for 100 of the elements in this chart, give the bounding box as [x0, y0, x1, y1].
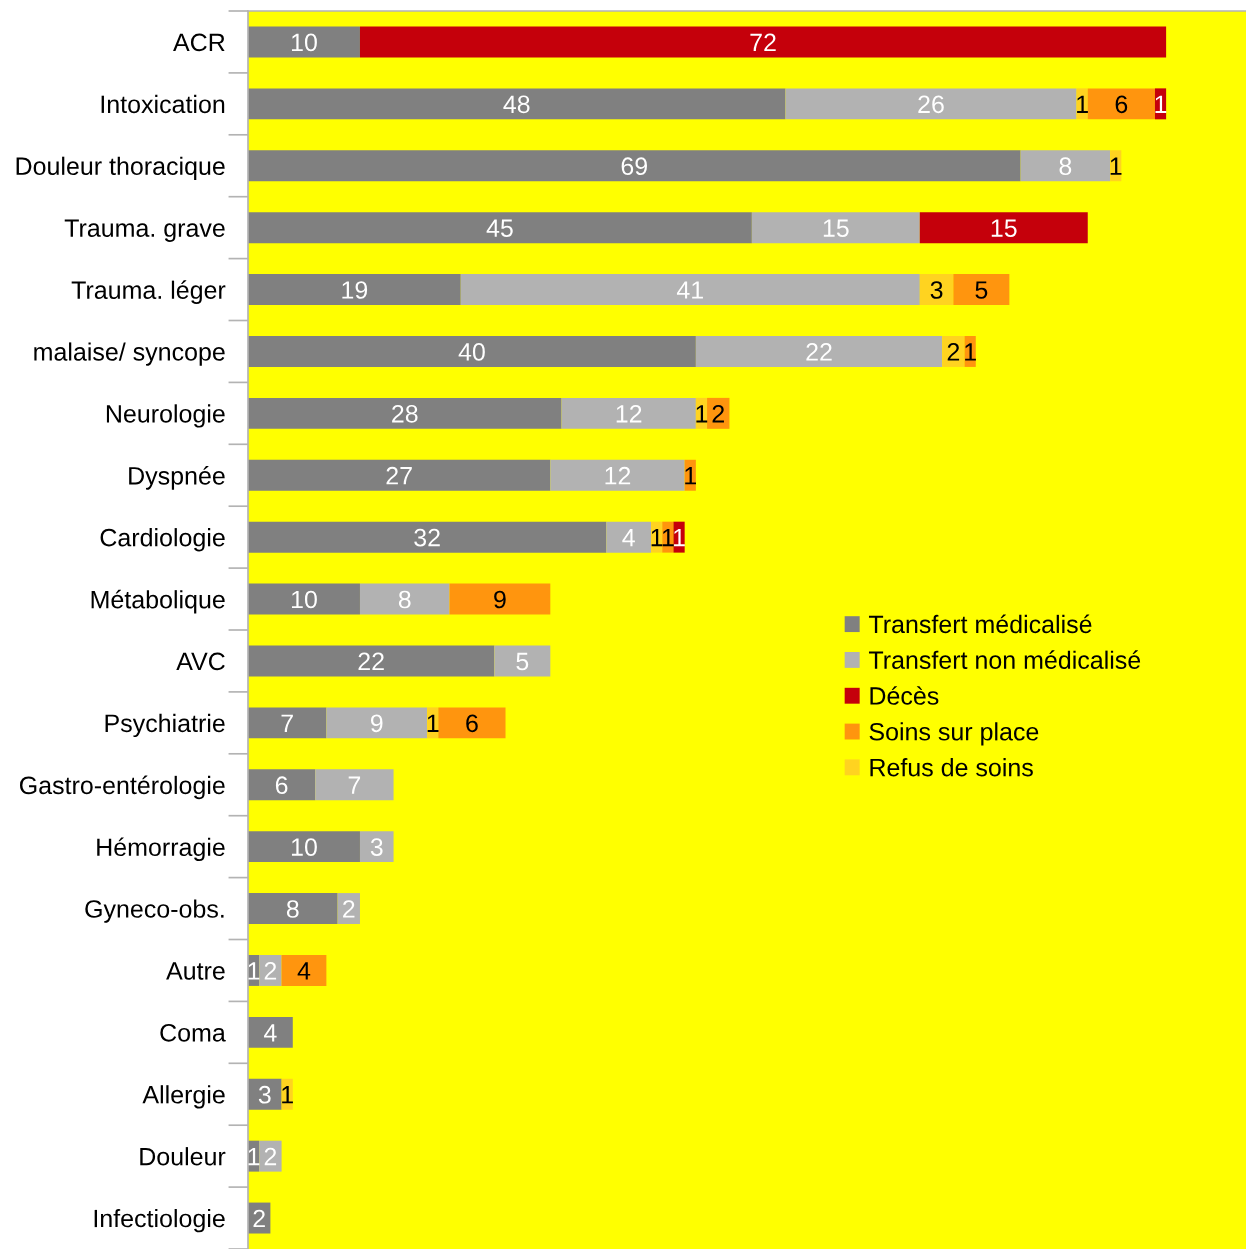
bar [550, 459, 685, 491]
data-label: 72 [750, 33, 776, 52]
data-label: 5 [516, 652, 529, 671]
bar [248, 212, 752, 244]
legend-label: Transfert non médicalisé [868, 650, 1141, 669]
bar [1020, 150, 1111, 182]
bar [248, 521, 607, 553]
bar [494, 645, 551, 677]
bar [248, 335, 696, 367]
bar [259, 954, 282, 986]
bar [438, 707, 506, 739]
y-tick-label: Trauma. grave [64, 219, 225, 242]
data-label: 1 [662, 529, 674, 547]
legend-label: Soins sur place [869, 722, 1039, 746]
data-label: 1 [248, 1148, 260, 1166]
bar [248, 459, 551, 491]
bar [942, 335, 965, 367]
bar [248, 645, 495, 677]
bar [259, 1140, 282, 1172]
legend-label: Refus de soins [870, 758, 1033, 777]
data-label: 12 [616, 404, 642, 423]
data-label: 40 [458, 343, 485, 361]
data-label: 2 [253, 1209, 265, 1228]
bar [281, 954, 327, 986]
bar [248, 1078, 282, 1110]
y-tick-label: Gastro-entérologie [20, 775, 225, 800]
data-label: 1 [674, 529, 685, 547]
data-label: 2 [947, 343, 960, 361]
data-label: 6 [1115, 95, 1128, 114]
data-label: 1 [1110, 157, 1122, 175]
data-label: 22 [806, 343, 832, 361]
y-tick-label: Psychiatrie [105, 713, 225, 738]
bar [326, 707, 428, 739]
bar [248, 397, 562, 429]
data-label: 1 [248, 962, 260, 980]
bar [953, 274, 1010, 306]
bar [248, 831, 360, 863]
y-tick-label: Cardiologie [100, 528, 225, 552]
bar [248, 1016, 293, 1048]
data-label: 45 [486, 219, 513, 237]
y-tick-label: Trauma. léger [71, 280, 226, 304]
data-label: 1 [965, 343, 976, 361]
y-tick-label: Dyspnée [129, 466, 225, 490]
data-label: 8 [286, 900, 299, 918]
data-label: 2 [264, 962, 277, 980]
y-tick-label: Coma [160, 1023, 226, 1042]
bar [248, 274, 461, 306]
bar [785, 88, 1077, 120]
bar [561, 397, 696, 429]
bar [315, 769, 394, 801]
y-tick-label: Métabolique [91, 589, 225, 614]
bar [359, 583, 450, 615]
data-label: 1 [282, 1086, 293, 1104]
data-label: 22 [358, 652, 384, 671]
data-label: 6 [466, 714, 478, 733]
data-label: 4 [264, 1024, 277, 1042]
y-tick-label: Douleur thoracique [16, 156, 225, 180]
bar [359, 831, 394, 863]
data-label: 48 [503, 95, 530, 114]
y-tick-label: Gyneco-obs. [85, 899, 224, 923]
bar [248, 707, 327, 739]
bar [919, 212, 1088, 244]
bar [460, 274, 920, 306]
bar [248, 769, 316, 801]
y-tick-label: Neurologie [106, 404, 225, 428]
data-label: 15 [823, 219, 849, 237]
bar [248, 150, 1021, 182]
data-label: 41 [676, 281, 703, 299]
bar [449, 583, 551, 615]
bar [751, 212, 920, 244]
data-label: 8 [1059, 157, 1072, 176]
y-tick-label: Allergie [142, 1085, 225, 1109]
bar [359, 26, 1167, 58]
data-label: 9 [370, 714, 383, 733]
data-label: 3 [258, 1085, 271, 1104]
bar [606, 521, 652, 553]
legend-label: Décès [870, 686, 939, 705]
data-label: 3 [370, 838, 383, 856]
data-label: 19 [342, 281, 368, 299]
legend-label: Transfert médicalisé [868, 614, 1092, 634]
data-label: 8 [398, 590, 411, 609]
data-label: 26 [918, 95, 944, 114]
y-tick-label: ACR [173, 33, 225, 52]
y-tick-label: AVC [176, 652, 225, 671]
data-label: 10 [291, 590, 317, 609]
data-label: 2 [712, 404, 724, 423]
bar [248, 583, 360, 615]
data-label: 2 [343, 900, 355, 918]
data-label: 27 [386, 466, 412, 485]
data-label: 2 [264, 1147, 277, 1166]
data-label: 12 [605, 466, 631, 485]
bar [248, 893, 338, 925]
data-label: 1 [427, 714, 439, 732]
data-label: 7 [281, 714, 293, 732]
data-label: 7 [348, 776, 361, 794]
data-label: 4 [622, 529, 635, 547]
data-label: 5 [975, 281, 988, 299]
y-tick-label: Autre [166, 962, 225, 980]
data-label: 4 [297, 962, 311, 980]
y-tick-label: Hémorragie [97, 837, 225, 862]
